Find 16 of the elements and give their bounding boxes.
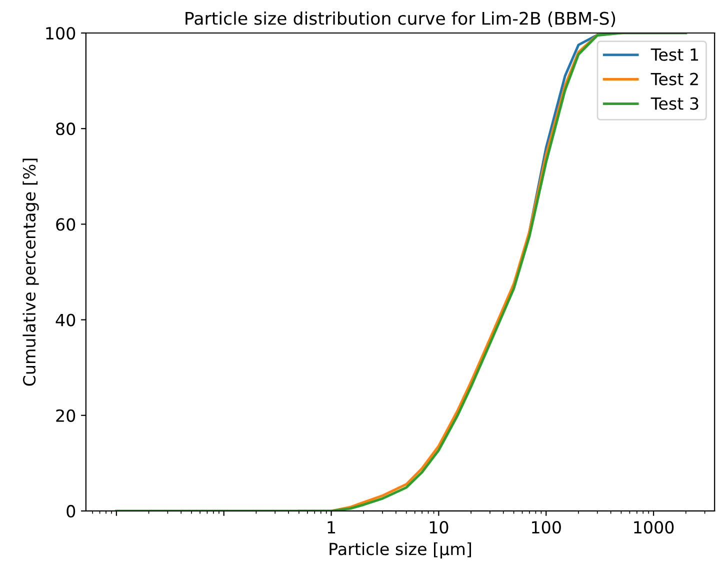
y-tick-label: 20 [56,409,76,422]
x-tick-label: 10 [430,520,448,534]
x-axis-title: Particle size [μm] [330,542,471,558]
legend-label: Test 3 [650,97,698,110]
x-tick-label: 1000 [634,520,674,534]
y-tick-label: 100 [46,26,76,40]
y-tick-label: 80 [56,122,76,136]
legend-label: Test 2 [650,72,698,86]
x-tick-label: 1 [328,521,336,534]
x-tick-label: 100 [532,520,561,534]
legend-label: Test 1 [650,48,698,61]
y-axis-title: Cumulative percentage [%] [22,158,39,386]
y-tick-label: 0 [66,504,76,518]
y-tick-label: 40 [56,314,76,326]
y-tick-label: 60 [56,218,76,231]
chart-title: Particle size distribution curve for Lim-2B (BBM-S) [186,11,616,27]
